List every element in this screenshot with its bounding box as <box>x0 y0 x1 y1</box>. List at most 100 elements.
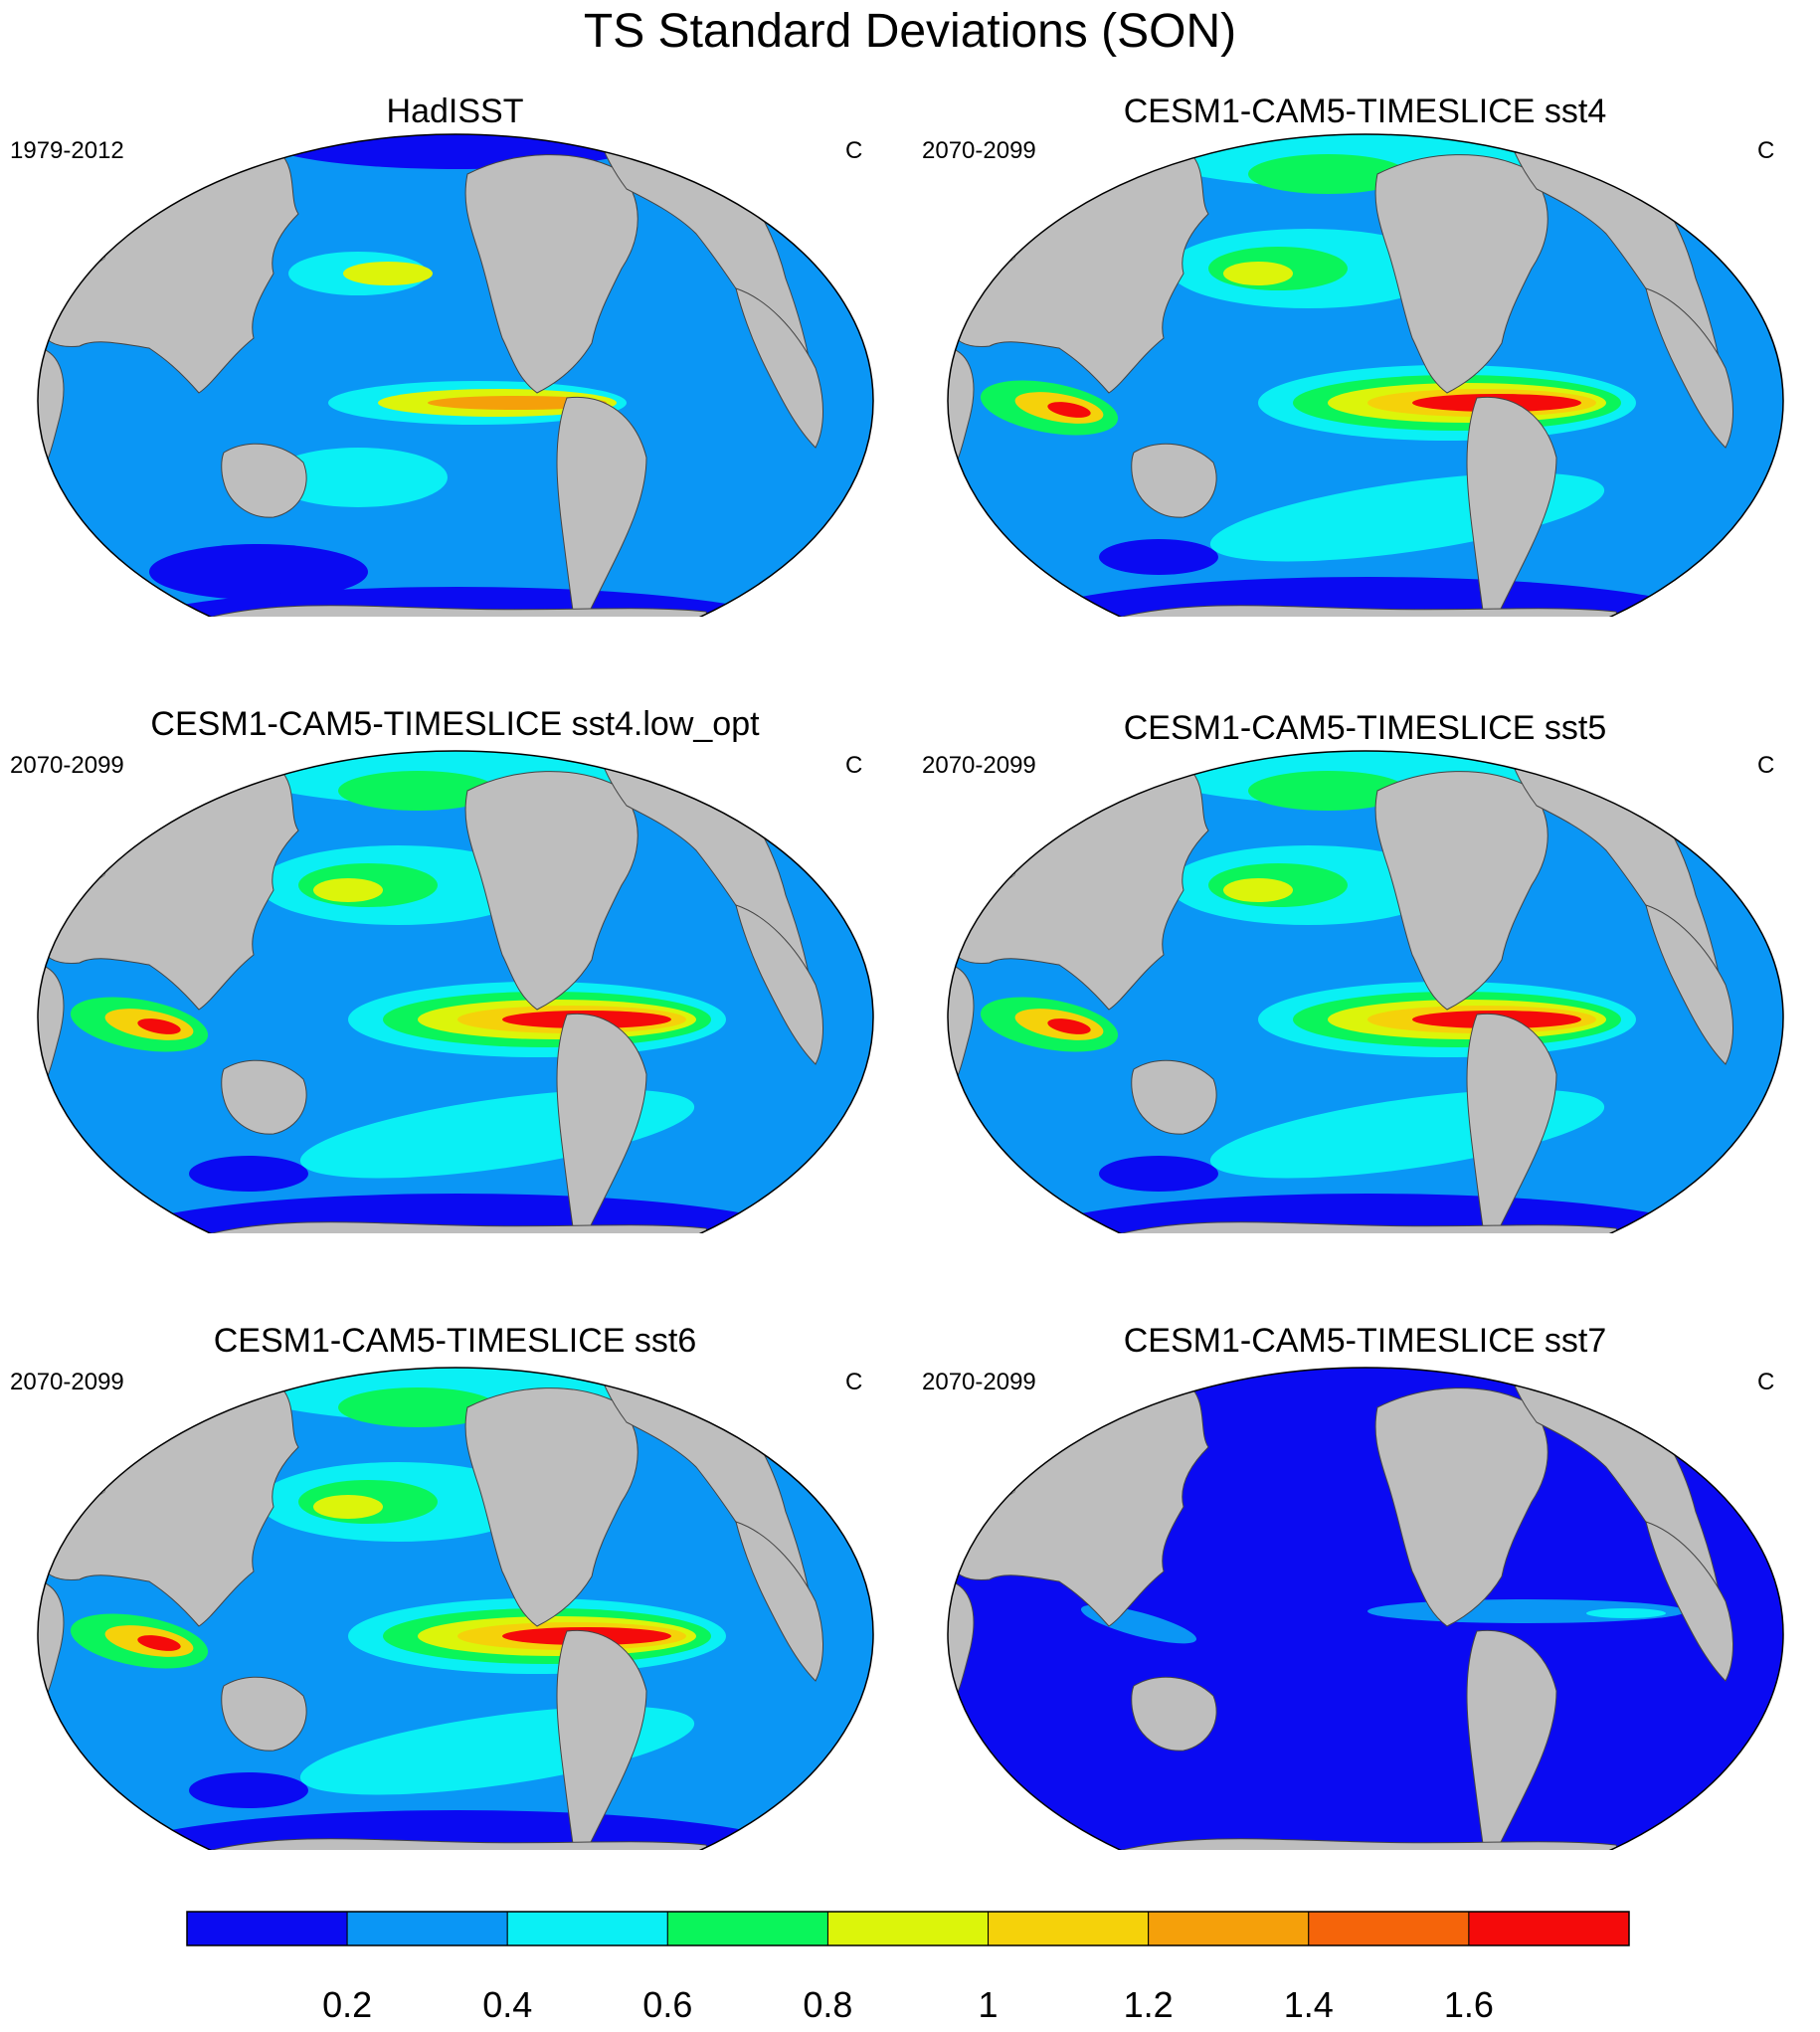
southern-ocean-low <box>189 1156 308 1192</box>
land-mass <box>1645 904 1733 1065</box>
panel-period-label: 2070-2099 <box>922 137 1036 164</box>
panel-title: CESM1-CAM5-TIMESLICE sst6 <box>213 1322 697 1360</box>
land-mass <box>221 1676 307 1752</box>
map-border <box>947 1367 1784 1850</box>
panel-title: HadISST <box>386 92 524 130</box>
enso-core <box>428 396 607 410</box>
colorbar-tick-label: 0.2 <box>322 1984 372 2025</box>
north-pacific-core <box>313 878 383 902</box>
indian-ocean-red <box>1047 402 1091 418</box>
land-mass <box>735 1521 823 1682</box>
panel-title: CESM1-CAM5-TIMESLICE sst4 <box>1123 92 1607 130</box>
land-masses <box>38 751 823 1233</box>
indian-ocean-red <box>137 1635 181 1651</box>
southern-ocean-low <box>149 544 368 600</box>
panel-title: CESM1-CAM5-TIMESLICE sst4.low_opt <box>150 705 760 743</box>
colorbar-tick-label: 0.4 <box>482 1984 532 2025</box>
panel-title: CESM1-CAM5-TIMESLICE sst5 <box>1123 709 1607 747</box>
land-mass <box>1131 443 1217 518</box>
sst-field <box>38 1368 873 1850</box>
colorbar-swatch <box>346 1911 508 1946</box>
map-border <box>37 750 874 1233</box>
indian-ocean-red <box>137 1018 181 1034</box>
map-plot <box>37 133 874 617</box>
panel-period-label: 2070-2099 <box>10 752 124 779</box>
land-mass <box>948 1580 975 1702</box>
map-border <box>37 1367 874 1850</box>
panel-units-label: C <box>845 1369 863 1395</box>
colorbar-swatch <box>666 1911 828 1946</box>
sst-field <box>38 751 873 1233</box>
panel-units-label: C <box>1757 752 1775 779</box>
sst-field <box>948 134 1783 617</box>
colorbar-tick-label: 0.8 <box>803 1984 852 2025</box>
panel-units-label: C <box>845 752 863 779</box>
north-pacific-core <box>1223 878 1293 902</box>
land-mass <box>1645 287 1733 449</box>
north-pacific-core <box>1223 262 1293 285</box>
land-mass <box>735 287 823 449</box>
colorbar-swatch <box>1468 1911 1630 1946</box>
arctic-core <box>338 771 497 811</box>
colorbar-swatch <box>186 1911 348 1946</box>
panel-units-label: C <box>1757 137 1775 164</box>
land-mass <box>178 1221 710 1233</box>
land-mass <box>1088 605 1620 617</box>
map-border <box>37 133 874 617</box>
land-mass <box>178 605 710 617</box>
arctic-low <box>259 134 656 169</box>
colorbar-tick-label: 0.6 <box>642 1984 692 2025</box>
north-pacific-core <box>313 1495 383 1519</box>
map-border <box>947 133 1784 617</box>
land-mass <box>178 1838 710 1850</box>
sst-field <box>38 134 873 617</box>
panel-period-label: 2070-2099 <box>10 1369 124 1395</box>
map-panel-sst6: CESM1-CAM5-TIMESLICE sst6 2070-2099 C <box>0 1233 910 1850</box>
southern-ocean-low <box>1099 1156 1218 1192</box>
land-mass <box>1131 1059 1217 1135</box>
land-mass <box>1131 1676 1217 1752</box>
land-mass <box>1088 1221 1620 1233</box>
land-mass <box>38 964 65 1085</box>
map-panel-hadisst: HadISST 1979-2012 C <box>0 0 910 617</box>
map-plot <box>37 750 874 1233</box>
land-mass <box>221 443 307 518</box>
colorbar-swatch <box>988 1911 1150 1946</box>
indian-ocean-red <box>1047 1018 1091 1034</box>
arctic-core <box>1248 154 1407 194</box>
antarctic-low <box>1009 1194 1726 1233</box>
colorbar-swatch <box>826 1911 990 1946</box>
land-mass <box>1088 1838 1620 1850</box>
map-plot <box>37 1367 874 1850</box>
colorbar-tick-label: 1.4 <box>1284 1984 1334 2025</box>
map-plot <box>947 133 1784 617</box>
arctic-core <box>338 1387 497 1427</box>
land-mass <box>948 347 975 468</box>
map-border <box>947 750 1784 1233</box>
map-panel-sst7: CESM1-CAM5-TIMESLICE sst7 2070-2099 C <box>910 1233 1820 1850</box>
figure-title: TS Standard Deviations (SON) <box>583 5 1237 58</box>
arctic-core <box>1248 771 1407 811</box>
colorbar-frame <box>186 1911 1630 1946</box>
panel-period-label: 1979-2012 <box>10 137 124 164</box>
land-mass <box>1645 1521 1733 1682</box>
panel-period-label: 2070-2099 <box>922 752 1036 779</box>
colorbar-swatch <box>1308 1911 1470 1946</box>
map-panel-sst5: CESM1-CAM5-TIMESLICE sst5 2070-2099 C <box>910 617 1820 1233</box>
south-pacific-band <box>269 448 448 507</box>
antarctic-low <box>99 1810 816 1850</box>
land-mass <box>948 964 975 1085</box>
antarctic-low <box>99 1194 816 1233</box>
land-mass <box>221 1059 307 1135</box>
land-mass <box>38 1580 65 1702</box>
colorbar-tick-label: 1 <box>979 1984 999 2025</box>
southern-ocean-low <box>1099 539 1218 575</box>
colorbar-swatch <box>1148 1911 1310 1946</box>
north-pacific-core <box>343 262 433 285</box>
map-plot <box>947 1367 1784 1850</box>
land-mass <box>735 904 823 1065</box>
southern-ocean-low <box>189 1772 308 1808</box>
colorbar-tick-label: 1.2 <box>1124 1984 1174 2025</box>
colorbar-swatch <box>506 1911 668 1946</box>
map-panel-sst4-low-opt: CESM1-CAM5-TIMESLICE sst4.low_opt 2070-2… <box>0 617 910 1233</box>
